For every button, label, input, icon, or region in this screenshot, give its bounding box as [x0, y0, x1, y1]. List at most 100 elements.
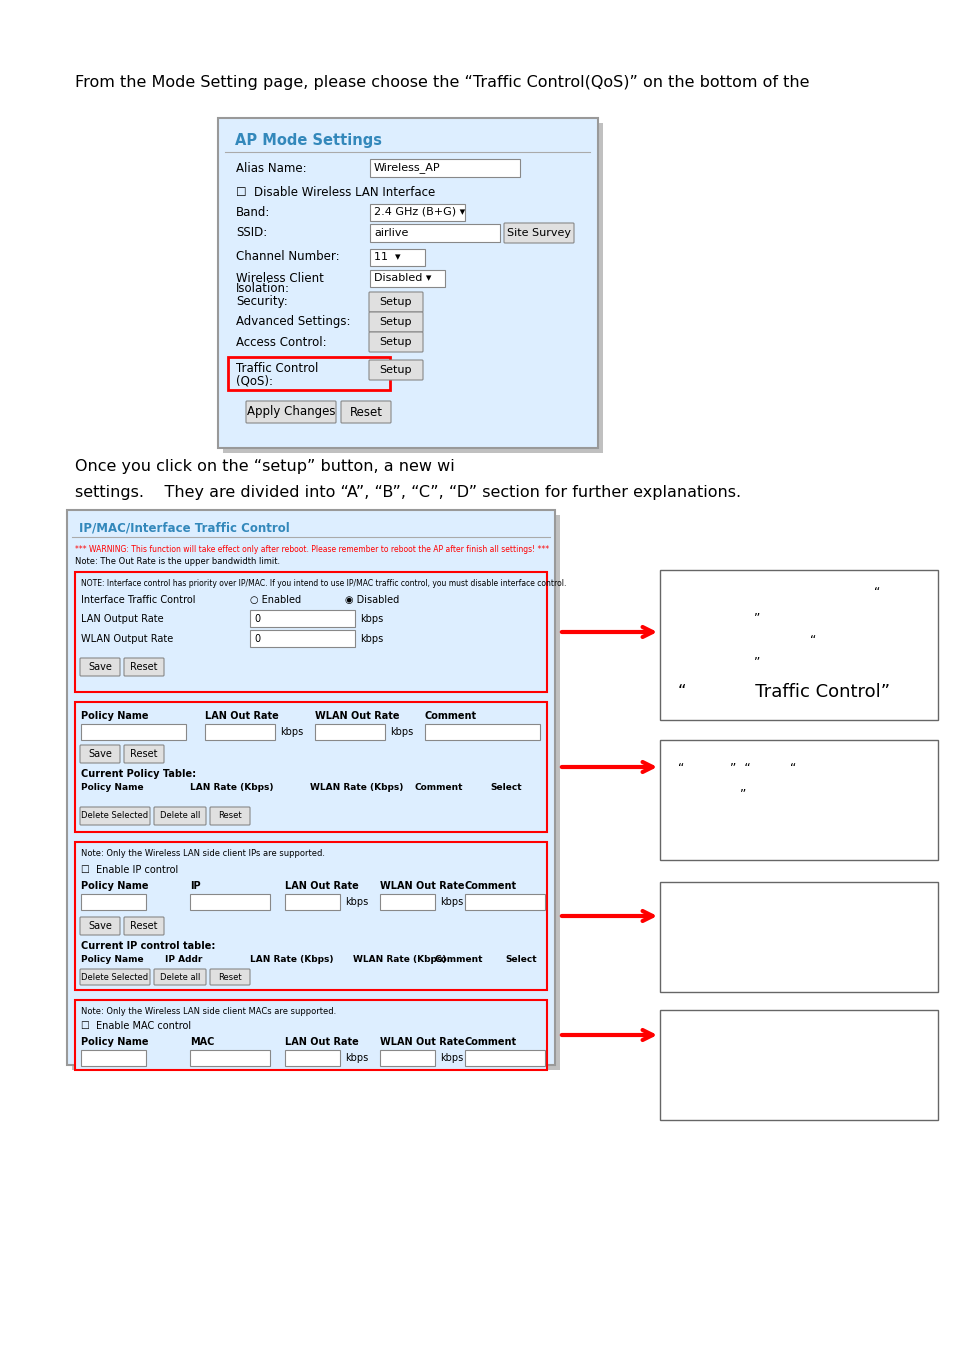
Text: WLAN Out Rate: WLAN Out Rate [314, 711, 399, 721]
Text: “: “ [809, 633, 815, 647]
FancyBboxPatch shape [124, 657, 164, 676]
Text: kbps: kbps [280, 728, 303, 737]
Text: Policy Name: Policy Name [81, 711, 149, 721]
Text: Interface Traffic Control: Interface Traffic Control [81, 595, 195, 605]
Text: Advanced Settings:: Advanced Settings: [235, 316, 350, 328]
Text: Select: Select [504, 956, 536, 964]
FancyBboxPatch shape [80, 745, 120, 763]
FancyBboxPatch shape [210, 807, 250, 825]
Text: ○ Enabled: ○ Enabled [250, 595, 301, 605]
Text: Isolation:: Isolation: [235, 282, 290, 296]
Text: Delete all: Delete all [160, 811, 200, 821]
Text: Alias Name:: Alias Name: [235, 162, 306, 174]
Bar [228, 356, 390, 390]
Bar [190, 1050, 270, 1066]
Bar [81, 1050, 146, 1066]
Bar [370, 159, 519, 177]
Bar [75, 1000, 546, 1071]
Text: Current IP control table:: Current IP control table: [81, 941, 215, 950]
Text: LAN Output Rate: LAN Output Rate [81, 614, 164, 624]
FancyBboxPatch shape [210, 969, 250, 986]
Text: 0: 0 [253, 613, 260, 624]
Text: Band:: Band: [235, 205, 270, 219]
Text: Wireless Client: Wireless Client [235, 271, 323, 285]
Bar [370, 248, 424, 266]
Text: kbps: kbps [390, 728, 413, 737]
Text: MAC: MAC [190, 1037, 214, 1048]
Text: Once you click on the “setup” button, a new wi: Once you click on the “setup” button, a … [75, 459, 455, 474]
Text: ”: ” [740, 788, 745, 802]
Text: Policy Name: Policy Name [81, 882, 149, 891]
Text: Comment: Comment [464, 1037, 517, 1048]
Text: ”: ” [753, 612, 760, 625]
Text: Comment: Comment [415, 783, 463, 791]
Text: Channel Number:: Channel Number: [235, 251, 339, 263]
Bar [659, 740, 937, 860]
Text: Save: Save [88, 749, 112, 759]
Bar [370, 204, 464, 220]
Text: Policy Name: Policy Name [81, 1037, 149, 1048]
Bar [379, 894, 435, 910]
Bar [190, 894, 270, 910]
Text: WLAN Rate (Kbps): WLAN Rate (Kbps) [353, 956, 446, 964]
Text: Reset: Reset [131, 662, 157, 672]
Bar [285, 894, 339, 910]
Text: Disabled ▾: Disabled ▾ [374, 273, 431, 284]
Text: WLAN Rate (Kbps): WLAN Rate (Kbps) [310, 783, 403, 791]
Text: Setup: Setup [379, 364, 412, 375]
Text: Setup: Setup [379, 338, 412, 347]
Text: Setup: Setup [379, 297, 412, 306]
Text: kbps: kbps [345, 896, 368, 907]
Bar [223, 123, 602, 454]
Text: Policy Name: Policy Name [81, 956, 144, 964]
Text: WLAN Output Rate: WLAN Output Rate [81, 634, 173, 644]
FancyBboxPatch shape [80, 807, 150, 825]
Text: Note: Only the Wireless LAN side client IPs are supported.: Note: Only the Wireless LAN side client … [81, 849, 325, 859]
Text: Current Policy Table:: Current Policy Table: [81, 769, 196, 779]
Bar [370, 270, 444, 286]
FancyBboxPatch shape [340, 401, 391, 423]
Bar [464, 1050, 544, 1066]
Bar [218, 117, 598, 448]
Text: Site Survey: Site Survey [506, 228, 571, 238]
Text: WLAN Out Rate: WLAN Out Rate [379, 1037, 464, 1048]
FancyBboxPatch shape [80, 917, 120, 936]
Text: kbps: kbps [359, 634, 383, 644]
Text: Traffic Control: Traffic Control [235, 362, 318, 374]
Bar [81, 894, 146, 910]
Text: Delete Selected: Delete Selected [81, 972, 149, 981]
Text: ☐  Disable Wireless LAN Interface: ☐ Disable Wireless LAN Interface [235, 185, 435, 198]
Bar [464, 894, 544, 910]
Text: kbps: kbps [439, 896, 463, 907]
Text: Reset: Reset [218, 811, 241, 821]
Bar [250, 630, 355, 647]
Text: kbps: kbps [345, 1053, 368, 1062]
Bar [659, 570, 937, 720]
Bar [314, 724, 385, 740]
FancyBboxPatch shape [369, 312, 422, 332]
Text: 11  ▾: 11 ▾ [374, 252, 400, 262]
Bar [659, 1010, 937, 1120]
Text: Comment: Comment [464, 882, 517, 891]
Text: Reset: Reset [131, 921, 157, 931]
Text: Traffic Control”: Traffic Control” [714, 683, 889, 701]
Bar [424, 724, 539, 740]
Text: Save: Save [88, 921, 112, 931]
Text: Comment: Comment [435, 956, 483, 964]
Text: Delete all: Delete all [160, 972, 200, 981]
Text: ◉ Disabled: ◉ Disabled [345, 595, 399, 605]
FancyBboxPatch shape [153, 807, 206, 825]
FancyBboxPatch shape [80, 657, 120, 676]
Bar [67, 510, 555, 1065]
Text: WLAN Out Rate: WLAN Out Rate [379, 882, 464, 891]
Text: 0: 0 [253, 633, 260, 644]
Text: Reset: Reset [218, 972, 241, 981]
Text: (QoS):: (QoS): [235, 374, 273, 387]
Text: Note: Only the Wireless LAN side client MACs are supported.: Note: Only the Wireless LAN side client … [81, 1007, 335, 1017]
Text: Note: The Out Rate is the upper bandwidth limit.: Note: The Out Rate is the upper bandwidt… [75, 558, 280, 567]
Text: LAN Out Rate: LAN Out Rate [285, 882, 358, 891]
Text: Apply Changes: Apply Changes [247, 405, 335, 418]
Text: Policy Name: Policy Name [81, 783, 144, 791]
Text: Save: Save [88, 662, 112, 672]
Bar [285, 1050, 339, 1066]
